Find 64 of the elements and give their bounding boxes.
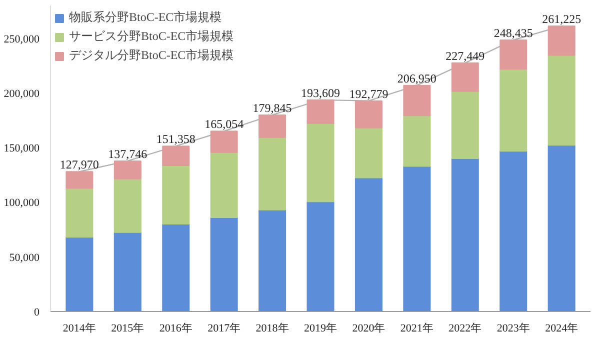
total-label: 227,449: [446, 48, 485, 63]
legend-label: デジタル分野BtoC-EC市場規模: [69, 47, 234, 64]
total-label: 127,970: [60, 158, 99, 172]
x-tick-label: 2022年: [448, 322, 482, 334]
bar: [114, 178, 142, 233]
bar: [66, 188, 94, 238]
bar: [451, 158, 479, 312]
x-tick-label: 2020年: [352, 322, 386, 334]
bar: [403, 166, 431, 312]
bar: [451, 62, 479, 92]
y-tick-label: 50,000: [9, 252, 40, 264]
y-tick-label: 100,000: [4, 197, 40, 210]
x-tick-label: 2014年: [62, 322, 96, 334]
total-label: 261,225: [542, 12, 582, 26]
bar: [306, 122, 334, 202]
x-tick-label: 2016年: [159, 322, 192, 334]
bar: [548, 26, 576, 56]
bar: [500, 150, 528, 312]
bar: [114, 232, 142, 312]
y-tick-label: 250,000: [4, 33, 40, 46]
y-tick-label: 200,000: [4, 88, 40, 100]
bar: [210, 217, 238, 312]
total-label: 137,746: [108, 146, 148, 161]
bar: [354, 100, 382, 128]
bar: [210, 130, 238, 153]
bar: [258, 114, 286, 138]
bar: [258, 209, 286, 312]
total-label: 151,358: [156, 132, 196, 146]
total-label: 193,609: [301, 86, 340, 100]
total-label: 248,435: [494, 26, 533, 40]
x-tick-label: 2015年: [111, 322, 144, 334]
y-tick-label: 150,000: [4, 142, 40, 155]
bar: [500, 39, 528, 70]
x-tick-label: 2019年: [304, 322, 337, 334]
x-tick-label: 2021年: [400, 322, 434, 334]
legend-label: サービス分野BtoC-EC市場規模: [69, 28, 234, 45]
bar: [306, 99, 334, 124]
total-label: 192,779: [349, 86, 388, 101]
total-label: 206,950: [397, 71, 436, 86]
bar: [258, 136, 286, 210]
bar: [403, 84, 431, 116]
bar: [548, 144, 576, 312]
total-label: 165,054: [204, 117, 244, 132]
bar: [162, 146, 190, 166]
total-label: 179,845: [252, 100, 292, 115]
bar: [306, 201, 334, 312]
x-tick-label: 2024年: [545, 322, 578, 334]
bar: [403, 115, 431, 167]
bar: [66, 171, 94, 189]
x-tick-label: 2017年: [208, 322, 241, 334]
bar: [500, 68, 528, 152]
bar: [451, 90, 479, 160]
legend-label: 物販系分野BtoC-EC市場規模: [69, 9, 222, 26]
bar: [66, 236, 94, 312]
bar: [162, 165, 190, 225]
y-tick-label: 0: [34, 306, 40, 318]
bar: [162, 224, 190, 312]
bar: [354, 177, 382, 312]
x-tick-label: 2018年: [256, 322, 289, 334]
bar: [354, 127, 382, 178]
bar: [548, 54, 576, 146]
bar: [114, 160, 142, 180]
bar: [210, 152, 238, 218]
x-tick-label: 2023年: [496, 322, 530, 334]
